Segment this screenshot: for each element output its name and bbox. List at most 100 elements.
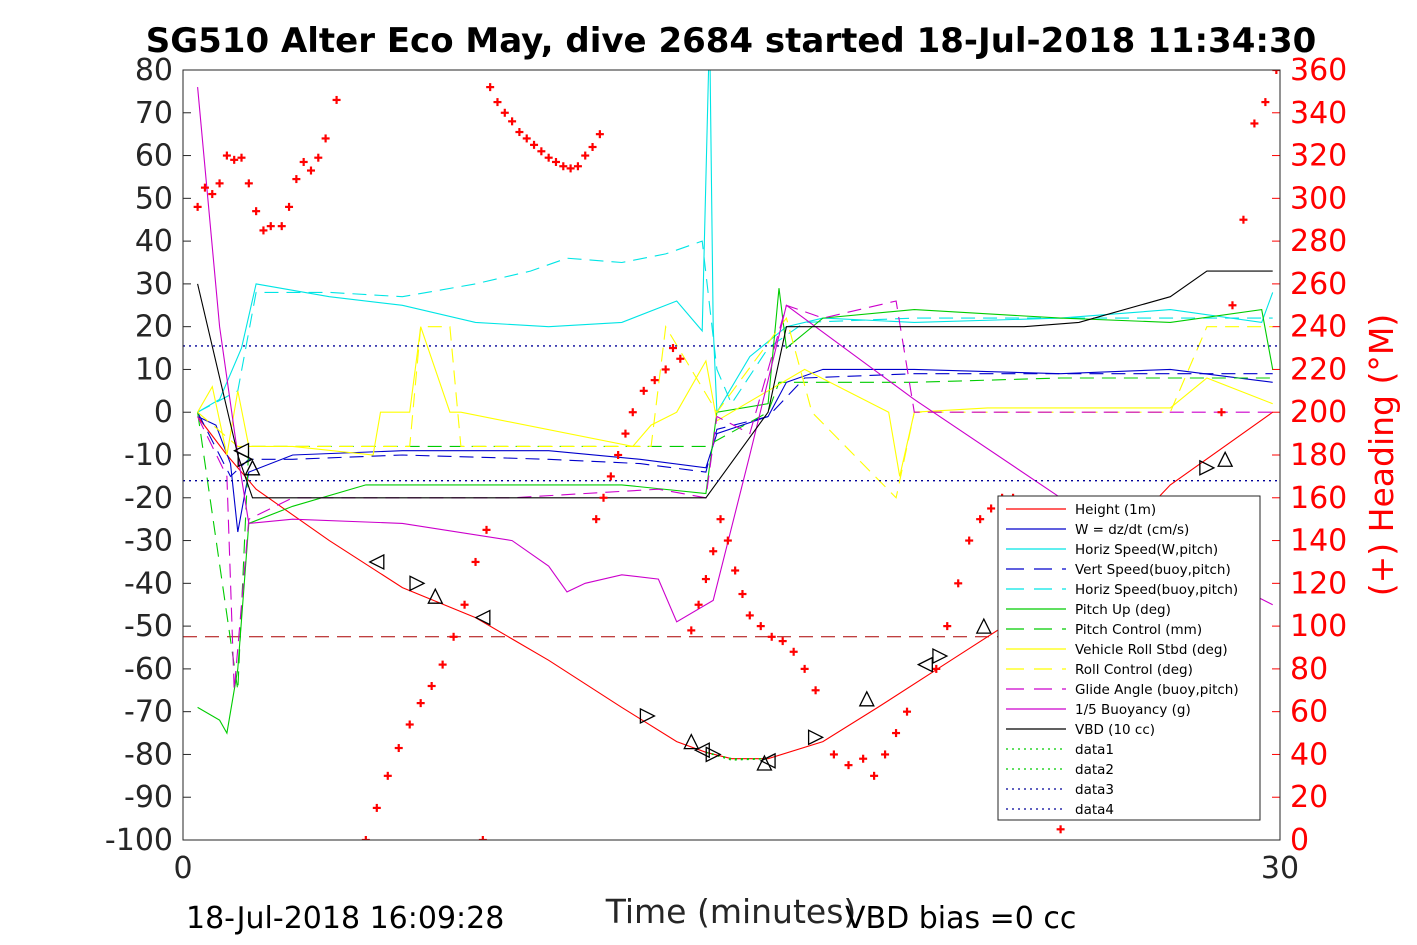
legend-entry: data2 (1006, 762, 1114, 778)
heading-point (599, 493, 608, 502)
heading-point (222, 151, 231, 160)
heading-point (361, 836, 370, 840)
heading-point (544, 153, 553, 162)
heading-point (266, 222, 275, 231)
heading-point (1217, 408, 1226, 417)
heading-point (881, 750, 890, 759)
triangle-marker (756, 754, 773, 771)
legend-entry: data1 (1006, 742, 1114, 758)
heading-point (676, 354, 685, 363)
heading-point (892, 729, 901, 738)
left-tick-label: 50 (135, 181, 173, 216)
left-tick-label: -90 (124, 780, 173, 815)
heading-point (650, 376, 659, 385)
right-tick-label: 40 (1290, 737, 1328, 772)
legend-label: VBD (10 cc) (1075, 722, 1155, 738)
heading-point (299, 157, 308, 166)
triangle-marker (759, 752, 776, 769)
right-tick-label: 140 (1290, 524, 1347, 559)
triangle-marker (1217, 450, 1234, 467)
heading-point (778, 637, 787, 646)
heading-point (592, 515, 601, 524)
triangle-marker (693, 742, 710, 759)
heading-point (306, 166, 315, 175)
heading-point (581, 151, 590, 160)
left-tick-label: -60 (124, 652, 173, 687)
x-axis-label: Time (minutes) (605, 892, 857, 931)
right-tick-label: 0 (1290, 823, 1309, 858)
legend: Height (1m) W = dz/dt (cm/s) Horiz Speed(W… (997, 495, 1261, 821)
legend-entry: Pitch Control (mm) (1006, 622, 1202, 638)
heading-point (932, 664, 941, 673)
left-tick-label: 70 (135, 96, 173, 131)
heading-point (789, 647, 798, 656)
heading-point (478, 836, 487, 840)
triangle-marker (807, 729, 825, 746)
heading-point (987, 504, 996, 513)
heading-point (595, 130, 604, 139)
heading-point (230, 155, 239, 164)
heading-point (731, 566, 740, 575)
legend-entry: 1/5 Buoyancy (g) (1006, 702, 1191, 718)
legend-label: Roll Control (deg) (1075, 662, 1193, 678)
heading-point (292, 175, 301, 184)
heading-markers (193, 70, 1280, 840)
legend-label: Pitch Up (deg) (1075, 602, 1171, 618)
legend-entry: Pitch Up (deg) (1006, 602, 1171, 618)
heading-point (193, 202, 202, 211)
legend-entry: VBD (10 cc) (1006, 722, 1155, 738)
series-line-1-5-buoyancy-g (197, 87, 1273, 623)
heading-point (639, 386, 648, 395)
heading-point (530, 140, 539, 149)
left-tick-label: -10 (124, 438, 173, 473)
right-tick-label: 260 (1290, 267, 1347, 302)
triangle-marker (1199, 459, 1216, 476)
legend-entry: Vert Speed(buoy,pitch) (1006, 562, 1231, 578)
right-axis-ticks: 3603403203002802602402202001801601401201… (1272, 53, 1347, 858)
left-tick-label: 60 (135, 139, 173, 174)
right-tick-label: 60 (1290, 695, 1328, 730)
heading-point (215, 179, 224, 188)
heading-point (259, 226, 268, 235)
triangle-marker (858, 690, 875, 707)
left-tick-label: -40 (124, 566, 173, 601)
heading-point (493, 98, 502, 107)
triangle-marker (244, 459, 261, 476)
heading-point (745, 611, 754, 620)
right-tick-label: 160 (1290, 481, 1347, 516)
legend-box (997, 495, 1261, 821)
right-tick-label: 240 (1290, 310, 1347, 345)
heading-point (738, 590, 747, 599)
heading-point (559, 162, 568, 171)
triangle-marker (932, 648, 949, 665)
legend-entry: Height (1m) (1006, 502, 1156, 518)
heading-point (537, 147, 546, 156)
heading-point (332, 95, 341, 104)
heading-point (668, 344, 677, 353)
heading-point (588, 143, 597, 151)
heading-point (394, 744, 403, 753)
legend-label: data2 (1075, 762, 1114, 778)
heading-point (252, 207, 261, 216)
right-tick-label: 180 (1290, 438, 1347, 473)
legend-label: data1 (1075, 742, 1114, 758)
triangle-marker (683, 733, 700, 750)
legend-entry: Horiz Speed(W,pitch) (1006, 542, 1218, 558)
triangle-markers (233, 442, 1234, 771)
left-tick-label: -50 (124, 609, 173, 644)
left-tick-label: -30 (124, 524, 173, 559)
plot-frame (182, 69, 1281, 841)
right-tick-label: 100 (1290, 609, 1347, 644)
legend-entry: Horiz Speed(buoy,pitch) (1006, 582, 1238, 598)
series-line-w-dz-dt-cm-s (197, 368, 1273, 533)
series-line-horiz-speed-w-pitch (197, 70, 1274, 415)
heading-point (405, 720, 414, 729)
heading-point (709, 547, 718, 556)
heading-point (943, 622, 952, 631)
right-tick-label: 300 (1290, 181, 1347, 216)
series-line-pitch-control-mm (197, 377, 1273, 691)
heading-point (1250, 119, 1259, 128)
heading-point (285, 202, 294, 211)
heading-point (208, 190, 217, 199)
